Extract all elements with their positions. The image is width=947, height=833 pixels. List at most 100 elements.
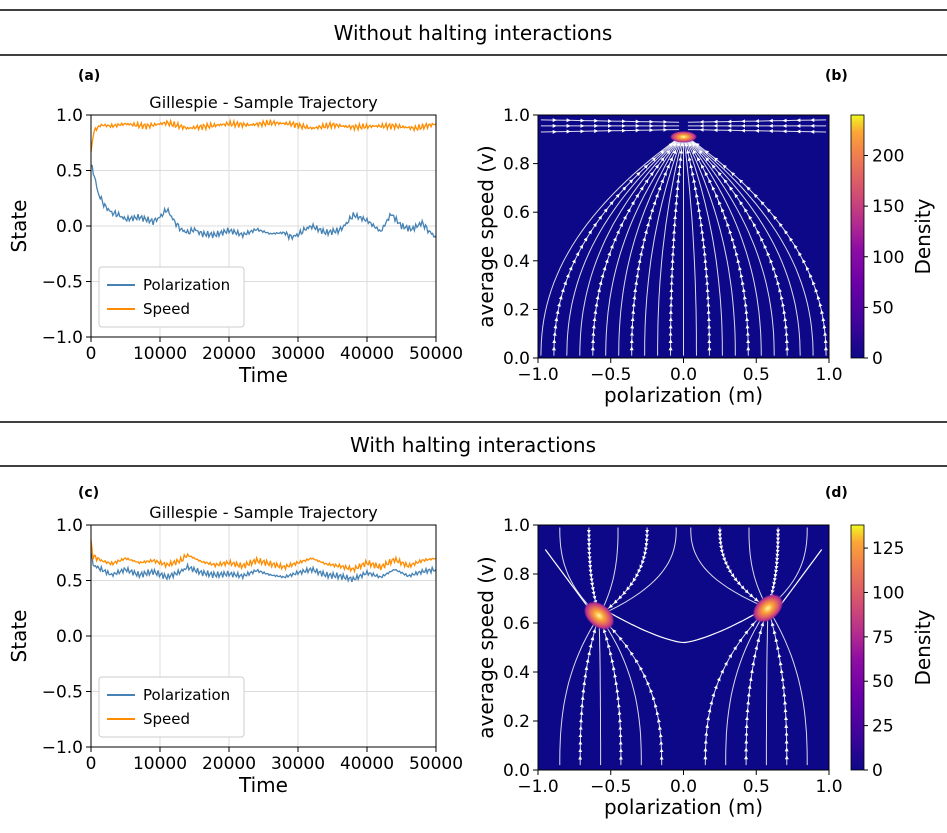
series-line-speed bbox=[90, 118, 437, 153]
streamline bbox=[668, 136, 685, 356]
x-tick-label: 30000 bbox=[271, 344, 325, 364]
density-peak bbox=[583, 600, 615, 631]
colorbar-tick-label: 0 bbox=[872, 761, 883, 781]
x-axis-label: Time bbox=[238, 363, 288, 387]
colorbar bbox=[850, 114, 865, 359]
y-tick-label: −1.0 bbox=[42, 738, 83, 758]
x-tick-label: 0 bbox=[86, 754, 97, 774]
legend-box bbox=[98, 676, 245, 738]
x-tick-label: 0.5 bbox=[743, 365, 770, 385]
x-axis-label: polarization (m) bbox=[604, 795, 763, 819]
separatrix bbox=[603, 606, 767, 644]
x-axis-label: Time bbox=[238, 773, 288, 797]
streamline bbox=[598, 527, 619, 616]
colorbar-tick-label: 100 bbox=[872, 248, 904, 268]
y-tick-label: 0.0 bbox=[503, 349, 530, 369]
colorbar bbox=[850, 524, 865, 771]
plot-frame bbox=[90, 114, 437, 338]
streamline bbox=[540, 118, 680, 124]
streamline bbox=[686, 136, 828, 356]
x-axis-label: polarization (m) bbox=[604, 383, 763, 407]
section-title: Without halting interactions bbox=[334, 21, 613, 45]
chart-d: −1.0 −0.5 0.0 0.5 1.0 0.0 0.2 0.4 0.6 0.8 1.0 polar… bbox=[474, 516, 935, 819]
streamline bbox=[598, 615, 623, 766]
series-line-speed bbox=[90, 540, 437, 574]
x-tick-label: −0.5 bbox=[590, 777, 631, 797]
y-tick-label: 0.4 bbox=[503, 252, 530, 272]
panel-label-d: (d) bbox=[825, 485, 848, 501]
x-tick-label: 40000 bbox=[340, 754, 394, 774]
legend-label: Polarization bbox=[143, 276, 230, 294]
colorbar-tick-label: 25 bbox=[872, 717, 894, 737]
y-tick-label: 1.0 bbox=[56, 516, 83, 536]
y-axis-label: State bbox=[7, 610, 31, 663]
x-tick-label: 10000 bbox=[133, 754, 187, 774]
colorbar-tick-label: 50 bbox=[872, 672, 894, 692]
x-tick-label: 1.0 bbox=[815, 777, 842, 797]
legend-box bbox=[98, 266, 245, 328]
x-tick-label: 20000 bbox=[202, 344, 256, 364]
y-tick-label: 1.0 bbox=[503, 106, 530, 126]
series-line-polarization bbox=[90, 164, 437, 242]
x-tick-label: 30000 bbox=[271, 754, 325, 774]
streamlines bbox=[540, 118, 828, 356]
x-tick-label: 10000 bbox=[133, 344, 187, 364]
y-tick-label: 0.5 bbox=[56, 162, 83, 182]
legend-label: Polarization bbox=[143, 686, 230, 704]
streamline bbox=[629, 136, 683, 356]
y-tick-label: 0.5 bbox=[56, 572, 83, 592]
y-tick-label: 0.2 bbox=[503, 300, 530, 320]
colorbar-tick-label: 100 bbox=[872, 583, 904, 603]
streamline bbox=[598, 527, 650, 616]
x-tick-label: 0 bbox=[86, 344, 97, 364]
streamline bbox=[717, 527, 769, 609]
x-tick-label: 40000 bbox=[340, 344, 394, 364]
density-peak bbox=[669, 130, 698, 143]
colorbar-tick-label: 125 bbox=[872, 539, 904, 559]
y-tick-label: 0.6 bbox=[503, 614, 530, 634]
streamline bbox=[744, 608, 769, 766]
x-tick-label: −0.5 bbox=[590, 365, 631, 385]
x-tick-label: 1.0 bbox=[815, 365, 842, 385]
streamline bbox=[687, 118, 827, 124]
legend-label: Speed bbox=[143, 300, 190, 318]
y-tick-label: 0.4 bbox=[503, 663, 530, 683]
y-tick-label: 0.0 bbox=[56, 217, 83, 237]
chart-c: 0 10000 20000 30000 40000 50000 −1.0 −0.5 0.0 0.5… bbox=[7, 503, 463, 797]
y-tick-label: 0.8 bbox=[503, 155, 530, 175]
x-tick-label: −1.0 bbox=[517, 365, 558, 385]
x-tick-label: 0.5 bbox=[743, 777, 770, 797]
colorbar-label: Density bbox=[911, 198, 935, 274]
chart-b: −1.0 −0.5 0.0 0.5 1.0 0.0 0.2 0.4 0.6 0.8 1.0 polar… bbox=[474, 106, 935, 407]
y-tick-label: 1.0 bbox=[503, 516, 530, 536]
legend-label: Speed bbox=[143, 710, 190, 728]
y-tick-label: −0.5 bbox=[42, 683, 83, 703]
y-tick-label: −0.5 bbox=[42, 273, 83, 293]
x-tick-label: 0.0 bbox=[670, 777, 697, 797]
streamline bbox=[598, 615, 602, 766]
plot-frame bbox=[90, 524, 437, 748]
streamline bbox=[767, 608, 808, 766]
colorbar-tick-label: 0 bbox=[872, 349, 883, 369]
y-tick-label: 1.0 bbox=[56, 106, 83, 126]
panel-label-c: (c) bbox=[78, 485, 99, 501]
plot-frame bbox=[537, 524, 830, 771]
panel-label-b: (b) bbox=[825, 68, 848, 84]
x-tick-label: 20000 bbox=[202, 754, 256, 774]
x-tick-label: 50000 bbox=[409, 754, 463, 774]
x-tick-label: 50000 bbox=[409, 344, 463, 364]
panel-label-a: (a) bbox=[78, 68, 100, 84]
streamline bbox=[540, 127, 680, 134]
section-title: With halting interactions bbox=[350, 433, 596, 457]
streamline bbox=[559, 615, 600, 766]
colorbar-tick-label: 150 bbox=[872, 197, 904, 217]
y-axis-label: average speed (v) bbox=[474, 556, 498, 738]
y-tick-label: 0.0 bbox=[503, 761, 530, 781]
streamline bbox=[767, 608, 789, 766]
y-axis-label: State bbox=[7, 200, 31, 253]
y-tick-label: −1.0 bbox=[42, 328, 83, 348]
series-line-polarization bbox=[90, 552, 437, 584]
streamline bbox=[767, 527, 808, 609]
colorbar-tick-label: 200 bbox=[872, 147, 904, 167]
